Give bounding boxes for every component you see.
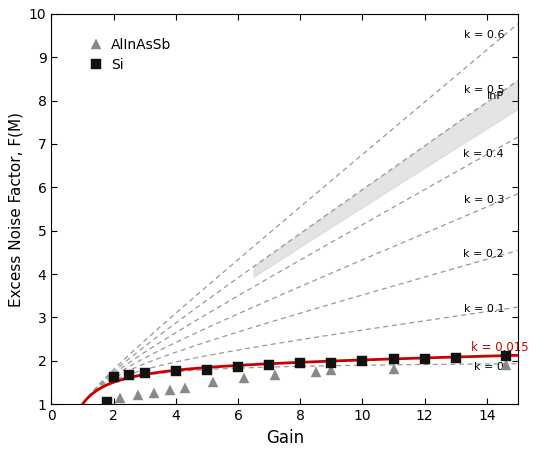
Text: k = 0.5: k = 0.5 [463,85,504,95]
Text: k = 0.015: k = 0.015 [472,340,529,354]
Text: k = 0.1: k = 0.1 [463,304,504,314]
Si [172,369,179,374]
Si [359,358,366,364]
Text: k = 0.6: k = 0.6 [463,30,504,40]
AlInAsSb [313,369,319,374]
Si [141,370,148,376]
Si [422,356,428,361]
Text: InP: InP [487,91,504,101]
Si [204,367,210,372]
Si [453,355,459,361]
Text: k = 0.4: k = 0.4 [463,149,504,159]
Legend: AlInAsSb, Si: AlInAsSb, Si [82,32,177,77]
AlInAsSb [117,395,123,400]
AlInAsSb [502,363,509,368]
Si [502,353,509,359]
Si [126,373,132,378]
AlInAsSb [151,390,157,395]
Si [104,399,111,405]
AlInAsSb [272,372,279,378]
Text: k = 0.3: k = 0.3 [463,195,504,205]
Line: AlInAsSb: AlInAsSb [103,361,510,407]
Text: k = 0: k = 0 [474,362,504,372]
Si [297,360,304,366]
Text: k = 0.2: k = 0.2 [463,249,504,259]
AlInAsSb [241,375,248,381]
Si [390,356,397,361]
Si [266,363,273,368]
AlInAsSb [104,399,111,405]
Line: Si: Si [103,351,510,407]
AlInAsSb [166,388,173,393]
Si [111,374,117,380]
AlInAsSb [328,368,334,373]
Y-axis label: Excess Noise Factor, F(M): Excess Noise Factor, F(M) [8,111,23,307]
X-axis label: Gain: Gain [266,429,304,447]
Si [328,360,334,365]
AlInAsSb [210,379,216,384]
AlInAsSb [182,385,189,390]
Si [235,364,241,370]
AlInAsSb [390,366,397,371]
AlInAsSb [136,392,142,397]
